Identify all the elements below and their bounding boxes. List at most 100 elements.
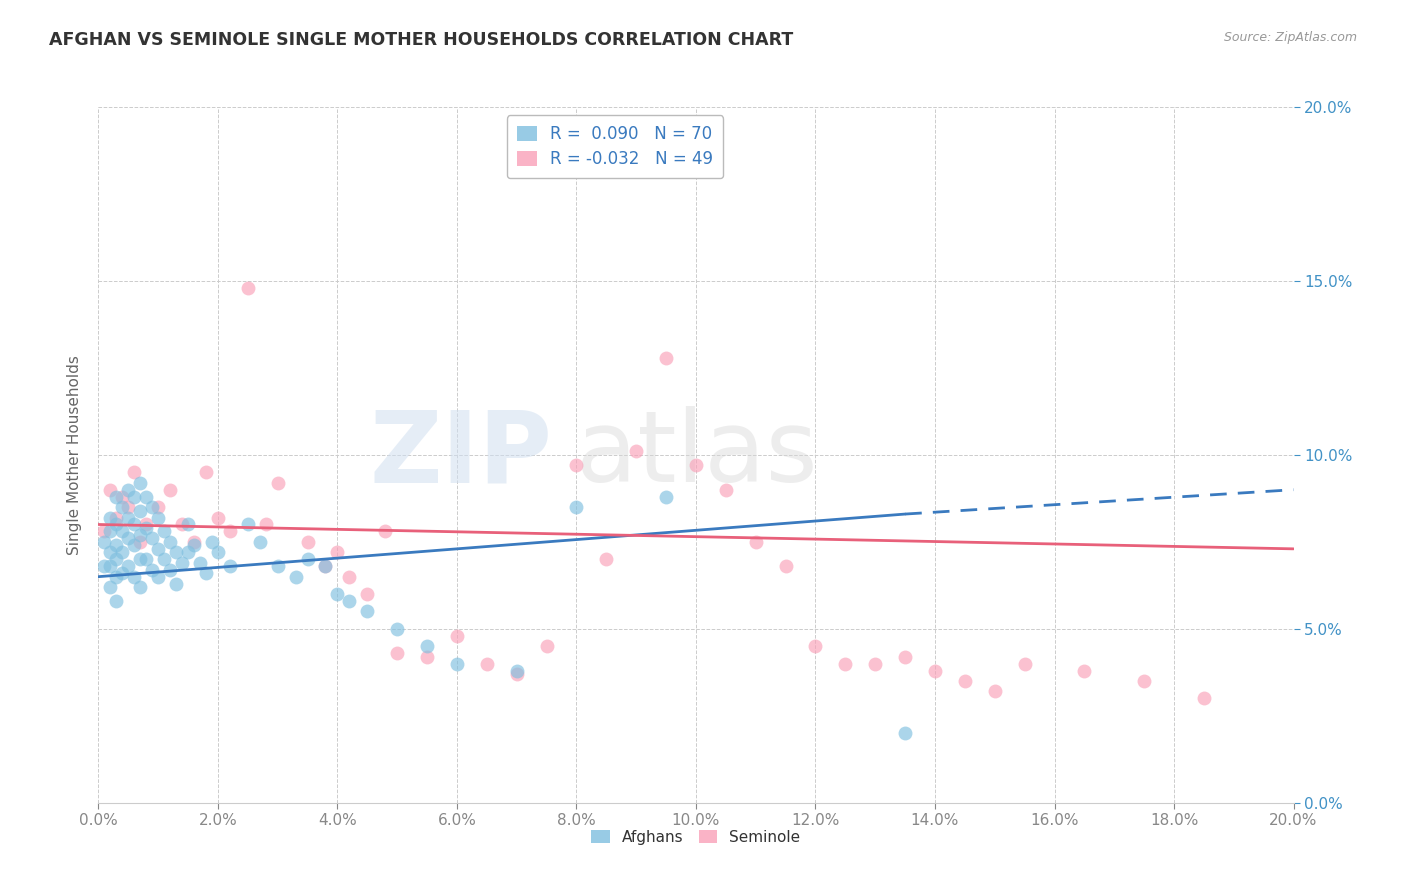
Point	[924, 664, 946, 678]
Point	[105, 594, 128, 608]
Point	[124, 570, 146, 584]
Point	[148, 541, 170, 556]
Point	[626, 444, 648, 458]
Point	[775, 559, 797, 574]
Point	[148, 570, 170, 584]
Point	[117, 532, 139, 546]
Point	[865, 657, 887, 671]
Point	[124, 517, 146, 532]
Point	[416, 649, 439, 664]
Point	[1073, 664, 1095, 678]
Point	[183, 534, 205, 549]
Point	[219, 524, 242, 539]
Point	[172, 556, 194, 570]
Point	[117, 500, 139, 514]
Point	[506, 667, 529, 681]
Point	[129, 580, 152, 594]
Point	[984, 684, 1007, 698]
Point	[595, 552, 617, 566]
Point	[153, 524, 176, 539]
Point	[685, 458, 707, 473]
Point	[117, 559, 139, 574]
Point	[98, 559, 122, 574]
Y-axis label: Single Mother Households: Single Mother Households	[66, 355, 82, 555]
Point	[135, 552, 157, 566]
Point	[506, 664, 529, 678]
Point	[374, 524, 396, 539]
Point	[284, 570, 307, 584]
Point	[177, 545, 200, 559]
Point	[141, 532, 163, 546]
Point	[207, 545, 229, 559]
Point	[297, 552, 319, 566]
Point	[339, 570, 361, 584]
Point	[93, 534, 115, 549]
Point	[111, 566, 134, 581]
Point	[1014, 657, 1036, 671]
Point	[135, 490, 157, 504]
Point	[236, 281, 259, 295]
Point	[98, 545, 122, 559]
Point	[159, 563, 181, 577]
Point	[135, 517, 157, 532]
Point	[141, 563, 163, 577]
Point	[117, 510, 139, 524]
Point	[129, 503, 152, 517]
Point	[93, 524, 115, 539]
Point	[105, 552, 128, 566]
Point	[129, 534, 152, 549]
Point	[105, 538, 128, 552]
Point	[207, 510, 229, 524]
Point	[804, 639, 827, 653]
Point	[1192, 691, 1215, 706]
Point	[385, 646, 409, 660]
Point	[183, 538, 205, 552]
Point	[953, 674, 976, 689]
Point	[124, 466, 146, 480]
Point	[536, 639, 558, 653]
Point	[249, 534, 271, 549]
Point	[93, 559, 115, 574]
Point	[201, 534, 224, 549]
Text: AFGHAN VS SEMINOLE SINGLE MOTHER HOUSEHOLDS CORRELATION CHART: AFGHAN VS SEMINOLE SINGLE MOTHER HOUSEHO…	[49, 31, 793, 49]
Point	[98, 510, 122, 524]
Point	[111, 524, 134, 539]
Point	[326, 587, 349, 601]
Point	[297, 534, 319, 549]
Point	[141, 500, 163, 514]
Point	[148, 500, 170, 514]
Point	[159, 483, 181, 497]
Point	[356, 587, 378, 601]
Point	[565, 458, 588, 473]
Point	[105, 517, 128, 532]
Point	[105, 510, 128, 524]
Point	[124, 490, 146, 504]
Point	[195, 466, 218, 480]
Point	[165, 545, 187, 559]
Legend: Afghans, Seminole: Afghans, Seminole	[585, 823, 807, 851]
Point	[236, 517, 259, 532]
Point	[416, 639, 439, 653]
Point	[177, 517, 200, 532]
Point	[267, 475, 290, 490]
Point	[894, 726, 917, 740]
Point	[834, 657, 856, 671]
Text: atlas: atlas	[576, 407, 818, 503]
Point	[105, 490, 128, 504]
Point	[339, 594, 361, 608]
Point	[446, 657, 468, 671]
Point	[356, 605, 378, 619]
Point	[315, 559, 337, 574]
Point	[98, 483, 122, 497]
Point	[385, 622, 409, 636]
Point	[894, 649, 917, 664]
Point	[165, 576, 187, 591]
Point	[124, 538, 146, 552]
Point	[135, 521, 157, 535]
Point	[159, 534, 181, 549]
Point	[111, 490, 134, 504]
Point	[98, 524, 122, 539]
Point	[129, 552, 152, 566]
Point	[267, 559, 290, 574]
Point	[315, 559, 337, 574]
